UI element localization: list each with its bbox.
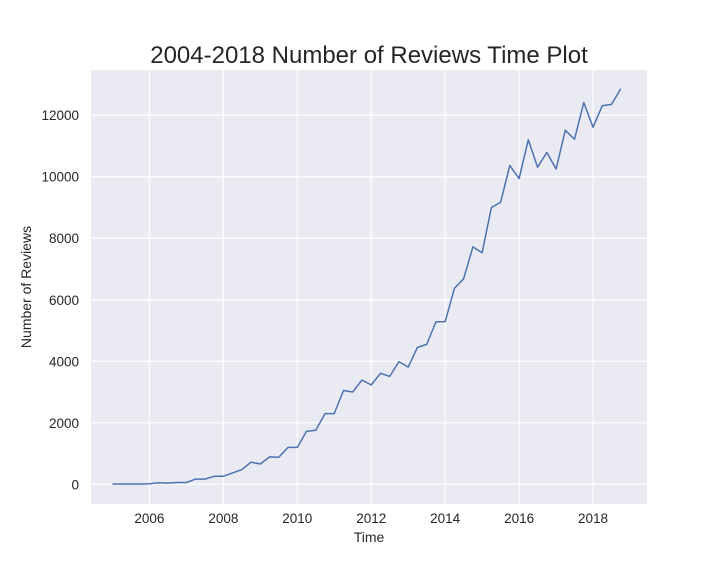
x-tick-label: 2014 bbox=[430, 511, 461, 526]
y-tick-label: 10000 bbox=[41, 170, 79, 185]
y-tick-label: 12000 bbox=[41, 108, 79, 123]
y-tick-label: 6000 bbox=[49, 293, 79, 308]
chart-title: 2004-2018 Number of Reviews Time Plot bbox=[150, 42, 588, 69]
x-tick-label: 2016 bbox=[504, 511, 534, 526]
y-tick-label: 8000 bbox=[49, 231, 79, 246]
series-line bbox=[112, 88, 622, 485]
y-tick-label: 2000 bbox=[49, 416, 79, 431]
y-axis-label: Number of Reviews bbox=[18, 226, 34, 348]
grid-lines bbox=[91, 70, 647, 504]
series-layer bbox=[112, 88, 622, 485]
x-tick-label: 2010 bbox=[282, 511, 312, 526]
x-tick-label: 2012 bbox=[356, 511, 386, 526]
x-tick-label: 2008 bbox=[208, 511, 238, 526]
x-tick-label: 2006 bbox=[134, 511, 164, 526]
y-tick-label: 4000 bbox=[49, 354, 79, 369]
x-axis-label: Time bbox=[354, 529, 385, 545]
plot-area bbox=[91, 70, 647, 504]
tick-labels: 2006 2008 2010 2012 2014 2016 2018 0 2000 4000 600… bbox=[41, 108, 608, 526]
y-tick-label: 0 bbox=[71, 477, 79, 492]
x-tick-label: 2018 bbox=[578, 511, 608, 526]
